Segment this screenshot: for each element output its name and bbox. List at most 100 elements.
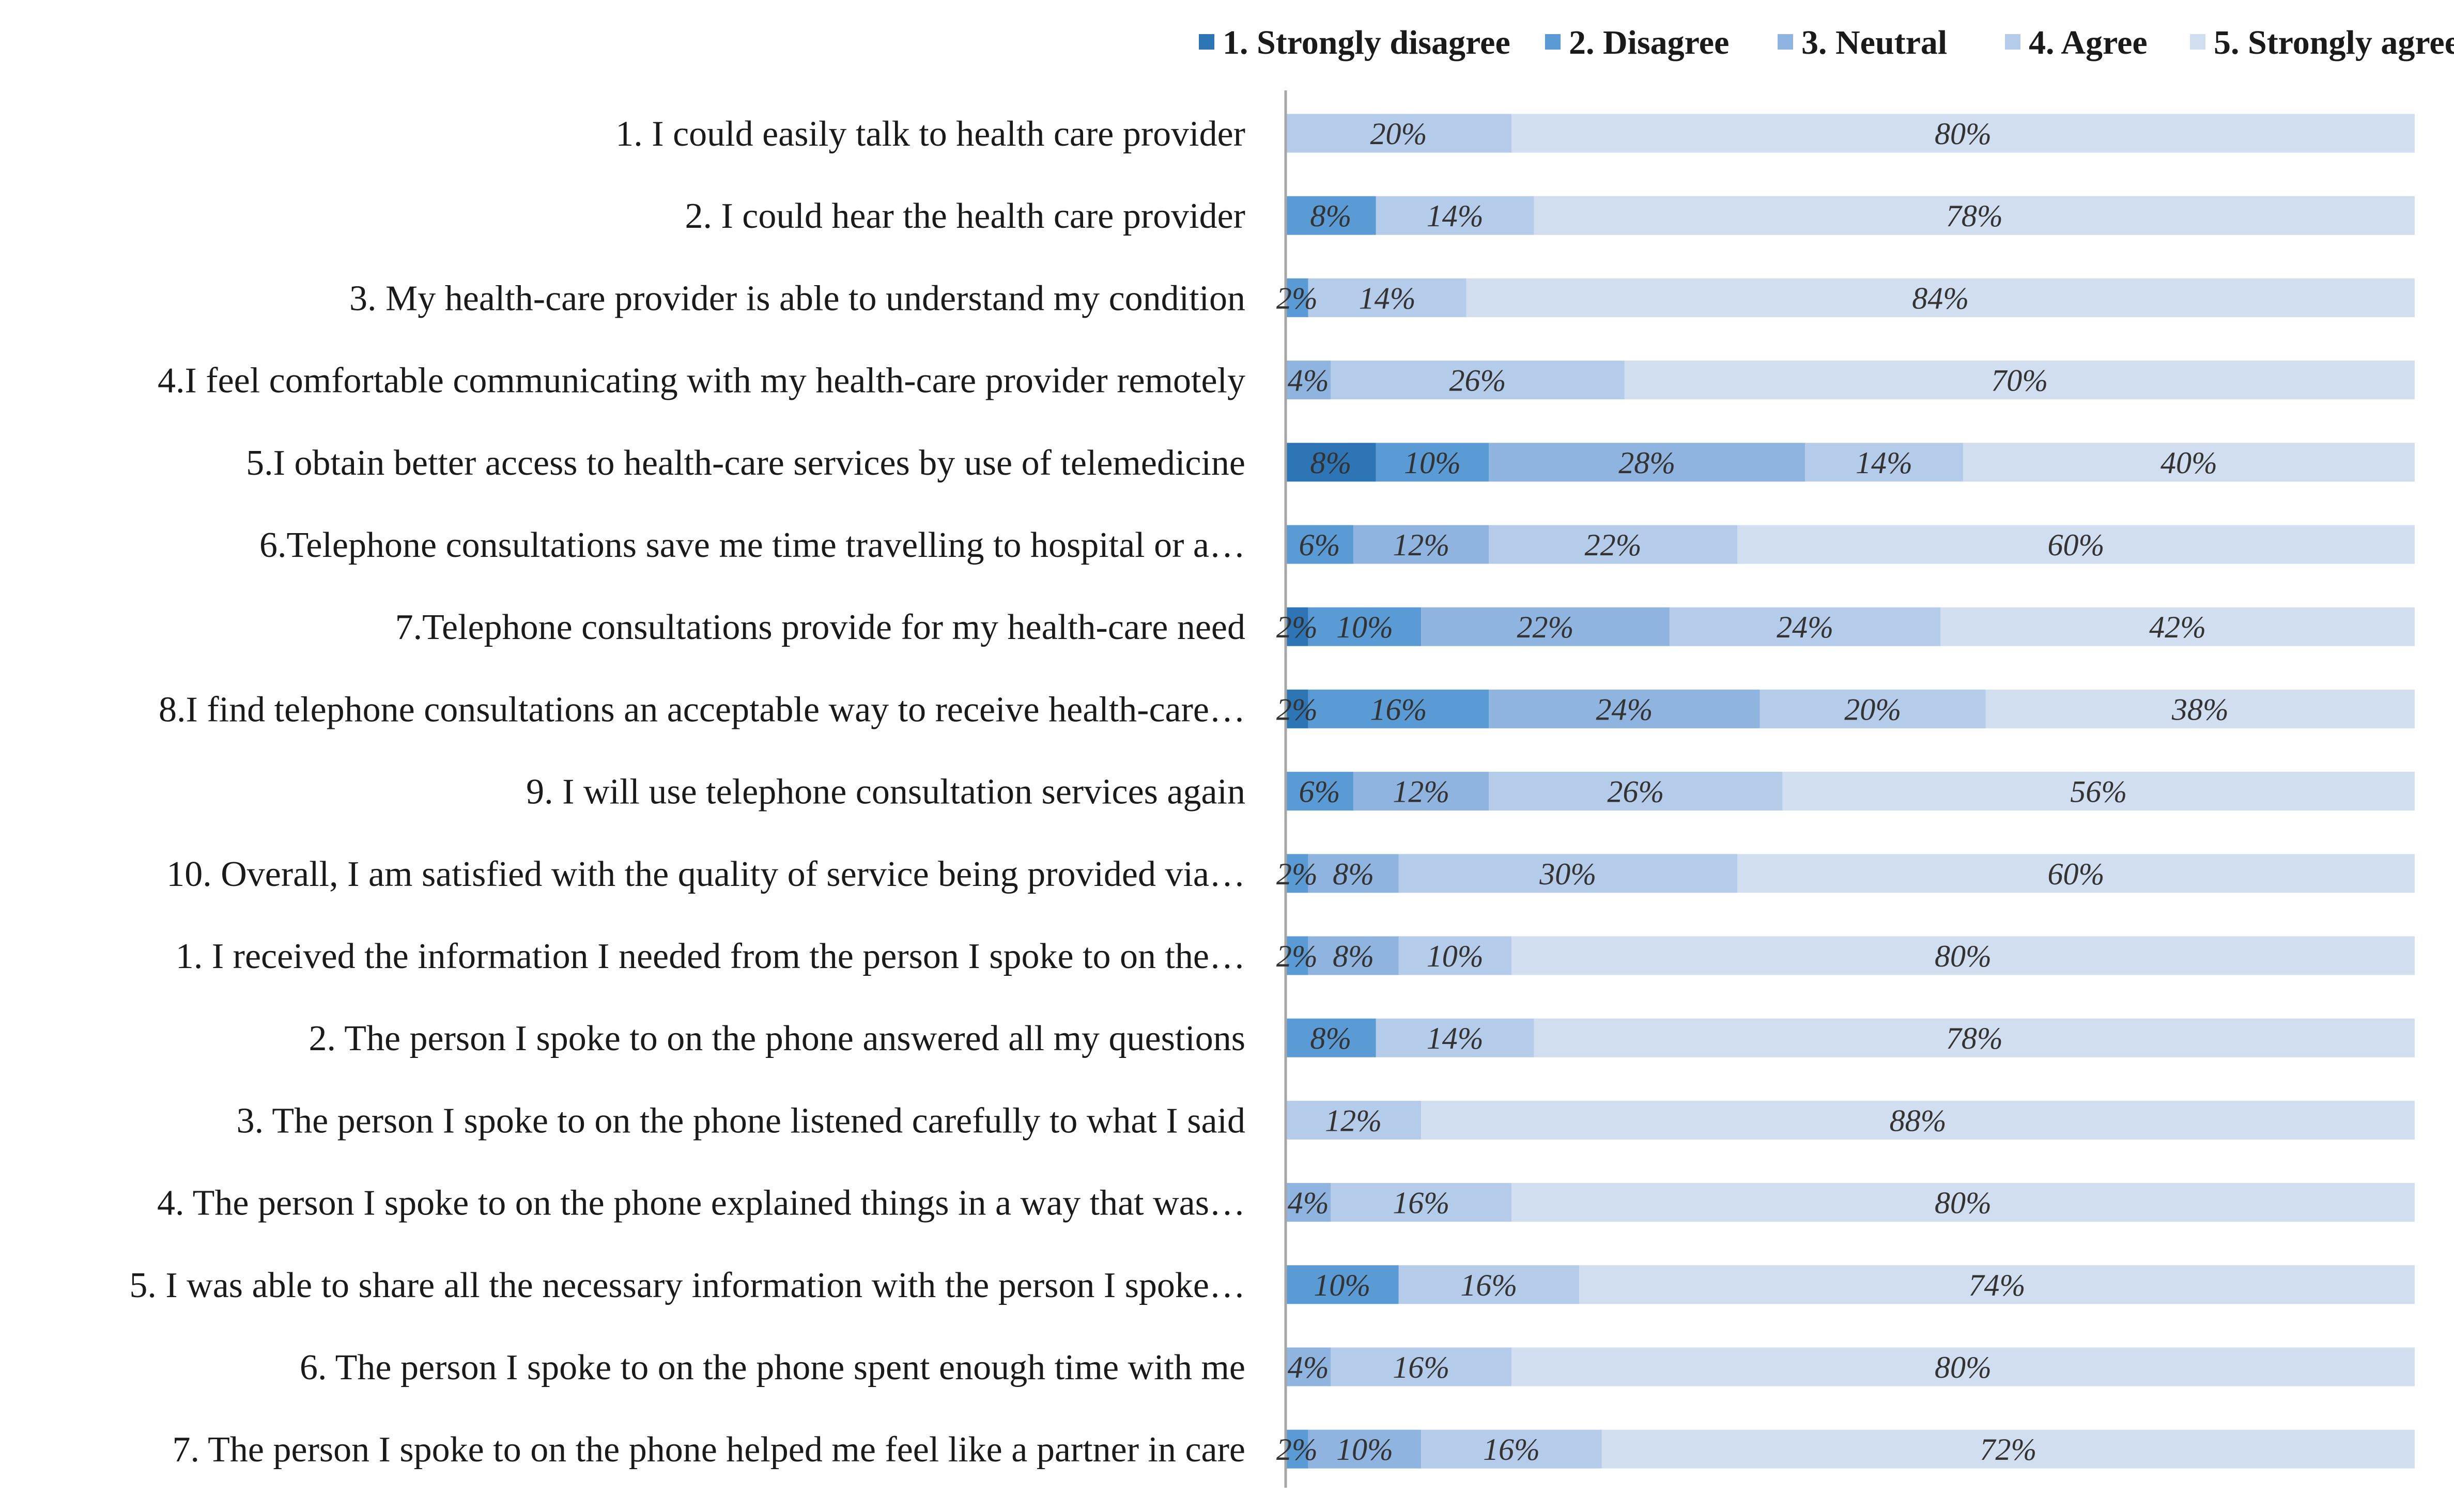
data-label: 16%: [1370, 692, 1427, 726]
legend-swatch-4: [2005, 34, 2020, 50]
data-label: 74%: [1969, 1268, 2026, 1302]
bar-segment-4: [1376, 1018, 1534, 1057]
bar-segment-2: [1376, 443, 1489, 482]
bar-segment-5: [1511, 936, 2415, 975]
bar-segment-4: [1286, 114, 1511, 153]
data-label: 16%: [1460, 1268, 1517, 1302]
category-labels: 1. I could easily talk to health care pr…: [129, 114, 1245, 1470]
data-label: 10%: [1336, 1432, 1393, 1467]
legend-swatch-3: [1778, 34, 1793, 50]
bar-segment-3: [1353, 525, 1489, 564]
data-label: 12%: [1393, 775, 1449, 809]
data-label: 80%: [1935, 1350, 1992, 1384]
data-label: 4%: [1288, 1350, 1329, 1384]
category-label: 10. Overall, I am satisfied with the qua…: [166, 854, 1245, 894]
bar-segment-4: [1398, 854, 1737, 893]
data-label: 10%: [1427, 939, 1484, 973]
data-label: 40%: [2160, 446, 2217, 480]
bar-segment-2: [1286, 936, 1308, 975]
category-label: 1. I received the information I needed f…: [176, 937, 1245, 976]
data-label: 84%: [1912, 281, 1969, 315]
data-label: 2%: [1276, 939, 1318, 973]
legend-label: 4. Agree: [2029, 24, 2148, 61]
data-label: 16%: [1483, 1432, 1540, 1467]
bar-segment-4: [1286, 1100, 1422, 1140]
data-label: 22%: [1585, 528, 1642, 562]
bar-segment-4: [1398, 936, 1511, 975]
data-label: 22%: [1517, 610, 1574, 644]
category-label: 2. I could hear the health care provider: [685, 196, 1246, 236]
bar-segment-3: [1308, 1429, 1422, 1469]
data-label: 38%: [2171, 692, 2229, 726]
bar-segment-4: [1331, 1183, 1511, 1222]
data-label: 24%: [1596, 692, 1653, 726]
data-label: 42%: [2149, 610, 2206, 644]
data-label: 2%: [1276, 692, 1318, 726]
legend-label: 2. Disagree: [1569, 24, 1729, 61]
data-label: 16%: [1393, 1186, 1449, 1220]
bar-segment-4: [1308, 278, 1467, 317]
data-label: 10%: [1314, 1268, 1370, 1302]
bar-segment-4: [1421, 1429, 1602, 1469]
bar-segment-5: [1534, 196, 2415, 235]
bar-segment-4: [1398, 1265, 1580, 1304]
bar-segment-3: [1489, 443, 1805, 482]
bar-segment-5: [1601, 1429, 2415, 1469]
data-label: 20%: [1844, 692, 1901, 726]
bar-segment-5: [1534, 1018, 2415, 1057]
category-label: 1. I could easily talk to health care pr…: [615, 114, 1245, 154]
data-label: 30%: [1539, 857, 1596, 891]
data-label: 6%: [1299, 775, 1340, 809]
category-label: 4.I feel comfortable communicating with …: [158, 361, 1245, 401]
bar-segment-2: [1286, 196, 1376, 235]
category-label: 2. The person I spoke to on the phone an…: [308, 1019, 1245, 1058]
data-label: 2%: [1276, 1432, 1318, 1467]
bar-segment-3: [1286, 1183, 1331, 1222]
category-label: 3. My health-care provider is able to un…: [349, 278, 1245, 318]
bar-segment-1: [1286, 689, 1308, 728]
bar-segment-2: [1286, 1429, 1308, 1469]
legend-label: 5. Strongly agree: [2214, 24, 2454, 61]
value-labels: 20% 80% 8% 14% 78% 2% 14% 84% 4% 26% 70% 8% 10% 28% 14…: [1276, 117, 2229, 1467]
data-label: 10%: [1404, 446, 1461, 480]
data-label: 80%: [1935, 117, 1992, 151]
legend: 1. Strongly disagree 2. Disagree 3. Neutra…: [1199, 24, 2454, 61]
data-label: 56%: [2070, 775, 2127, 809]
bar-segment-5: [1940, 607, 2415, 646]
legend-swatch-5: [2190, 34, 2205, 50]
bar-segment-5: [1963, 443, 2415, 482]
data-label: 78%: [1946, 1021, 2003, 1055]
data-label: 8%: [1310, 199, 1351, 233]
bar-segment-5: [1782, 772, 2415, 811]
data-label: 8%: [1310, 446, 1351, 480]
data-label: 20%: [1370, 117, 1427, 151]
data-label: 72%: [1980, 1432, 2036, 1467]
bar-segment-5: [1985, 689, 2415, 728]
bars: [1286, 114, 2415, 1469]
bar-segment-3: [1286, 1347, 1331, 1386]
category-label: 6. The person I spoke to on the phone sp…: [300, 1348, 1245, 1388]
data-label: 26%: [1607, 775, 1664, 809]
data-label: 8%: [1310, 1021, 1351, 1055]
category-label: 5. I was able to share all the necessary…: [129, 1266, 1245, 1305]
legend-swatch-1: [1199, 34, 1214, 50]
data-label: 14%: [1427, 199, 1484, 233]
data-label: 16%: [1393, 1350, 1449, 1384]
data-label: 26%: [1449, 364, 1506, 398]
bar-segment-5: [1511, 1347, 2415, 1386]
bar-segment-4: [1376, 196, 1534, 235]
bar-segment-2: [1286, 525, 1354, 564]
category-label: 5.I obtain better access to health-care …: [246, 443, 1245, 483]
bar-segment-5: [1511, 114, 2415, 153]
bar-segment-5: [1466, 278, 2415, 317]
bar-segment-5: [1737, 854, 2415, 893]
data-label: 2%: [1276, 857, 1318, 891]
bar-segment-4: [1805, 443, 1963, 482]
data-label: 8%: [1333, 857, 1374, 891]
bar-segment-5: [1511, 1183, 2415, 1222]
bar-segment-4: [1489, 525, 1737, 564]
data-label: 4%: [1288, 1186, 1329, 1220]
category-label: 9. I will use telephone consultation ser…: [526, 772, 1245, 812]
